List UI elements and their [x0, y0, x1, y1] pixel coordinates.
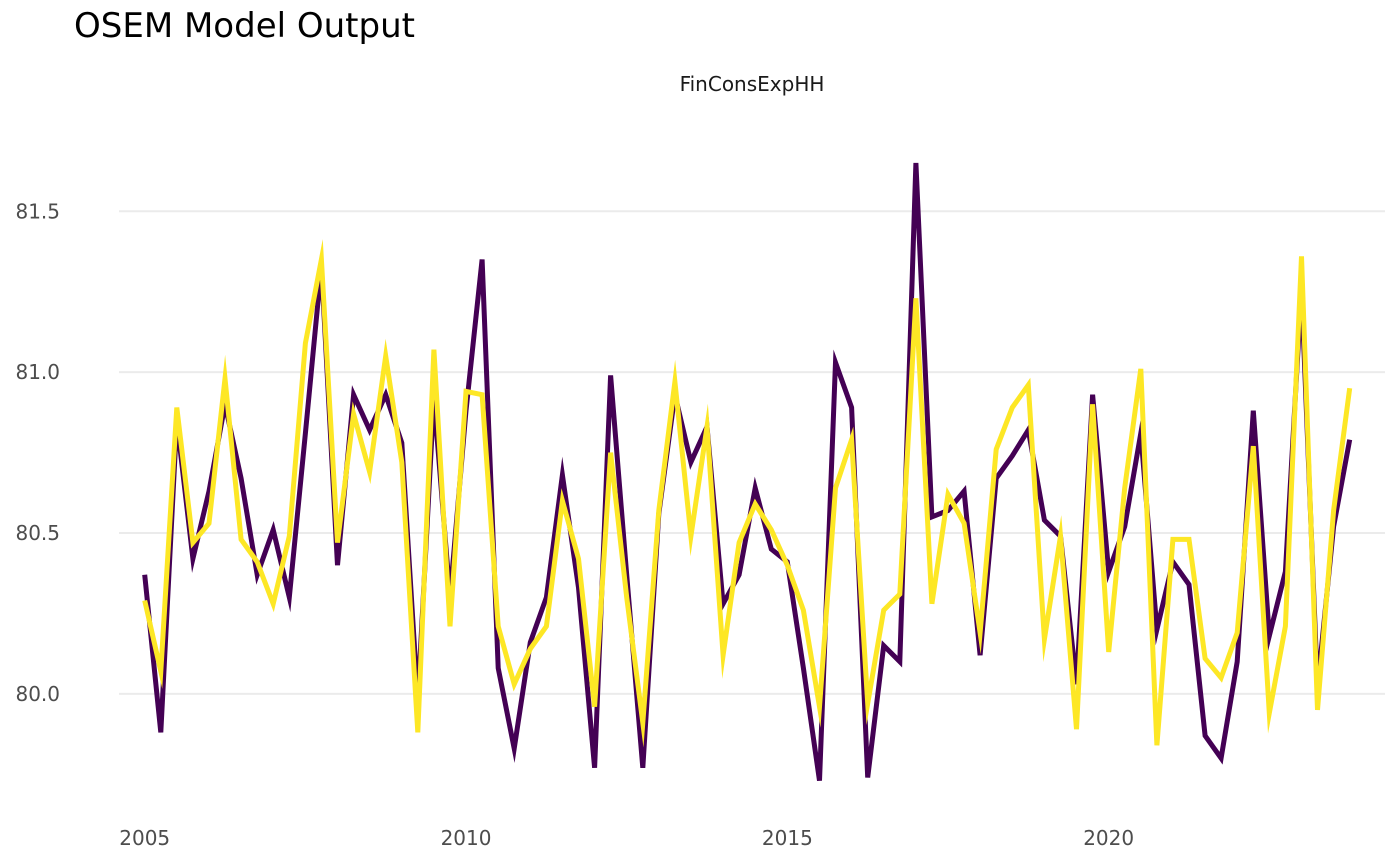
x-tick-label: 2015 [762, 826, 813, 850]
series-lines [142, 162, 1353, 782]
series-line-1 [142, 162, 1353, 782]
x-tick-label: 2010 [441, 826, 492, 850]
y-axis-ticks: 80.0 80.5 81.0 81.5 [15, 199, 60, 706]
y-tick-label: 80.0 [15, 682, 60, 706]
x-tick-label: 2020 [1083, 826, 1134, 850]
facet-label: FinConsExpHH [679, 72, 825, 96]
x-axis-ticks: 2005 2010 2015 2020 [119, 826, 1134, 850]
y-tick-label: 81.5 [15, 199, 60, 223]
y-tick-label: 80.5 [15, 521, 60, 545]
series-line-2 [142, 239, 1353, 748]
chart-title: OSEM Model Output [74, 6, 415, 46]
x-tick-label: 2005 [119, 826, 170, 850]
gridlines [119, 210, 1385, 695]
y-tick-label: 81.0 [15, 360, 60, 384]
